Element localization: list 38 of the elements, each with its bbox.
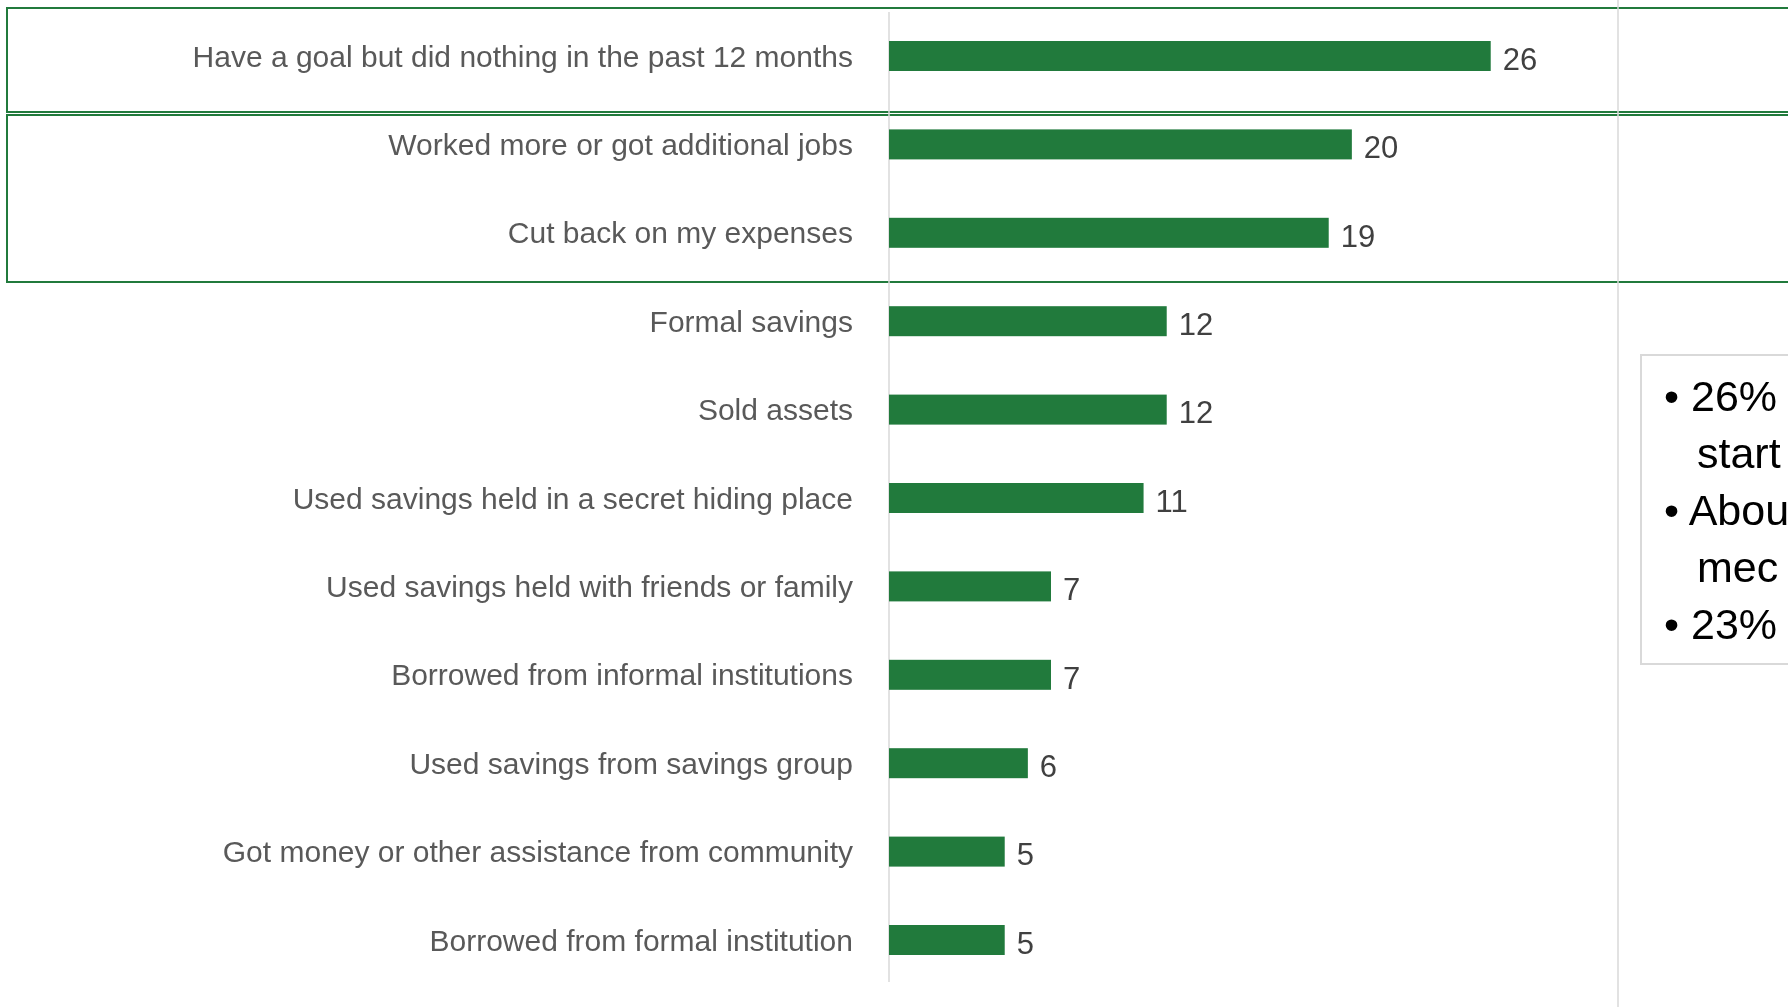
data-label: 5 — [1016, 925, 1034, 961]
bar — [889, 306, 1167, 337]
text: • 26% — [1664, 372, 1778, 421]
data-label: 7 — [1063, 572, 1081, 608]
y-tick-label: Have a goal but did nothing in the past 12 months — [192, 39, 853, 73]
y-tick-label: Used savings held in a secret hiding place — [292, 481, 853, 515]
bar — [889, 217, 1329, 248]
bar — [889, 394, 1167, 425]
data-label: 12 — [1178, 395, 1214, 431]
y-tick-label: Borrowed from formal institution — [429, 923, 853, 957]
text: • 23% — [1664, 600, 1778, 649]
y-tick-label: Formal savings — [649, 304, 853, 338]
data-label: 5 — [1016, 837, 1034, 873]
bar — [889, 836, 1005, 867]
text: • Abou — [1664, 486, 1788, 535]
bar — [889, 925, 1005, 955]
data-label: 12 — [1178, 307, 1214, 343]
data-label: 7 — [1063, 660, 1081, 696]
y-tick-label: Used savings held with friends or family — [326, 569, 853, 603]
bar — [889, 41, 1491, 71]
text: start — [1697, 429, 1781, 478]
y-tick-label: Worked more or got additional jobs — [388, 127, 853, 161]
y-tick-label: Sold assets — [697, 393, 853, 427]
y-tick-label: Used savings from savings group — [409, 746, 853, 780]
bar — [889, 748, 1028, 779]
y-tick-label: Borrowed from informal institutions — [391, 658, 853, 692]
bar — [889, 483, 1144, 513]
data-label: 20 — [1363, 130, 1399, 166]
bar — [889, 659, 1051, 690]
data-label: 11 — [1155, 483, 1188, 519]
y-tick-label: Cut back on my expenses — [507, 216, 853, 250]
bar — [889, 129, 1352, 160]
data-label: 6 — [1039, 749, 1058, 785]
data-label: 19 — [1340, 218, 1376, 254]
bar — [889, 571, 1051, 602]
text: mec — [1697, 543, 1779, 592]
data-label: 26 — [1502, 41, 1538, 77]
y-tick-label: Got money or other assistance from community — [222, 835, 853, 869]
